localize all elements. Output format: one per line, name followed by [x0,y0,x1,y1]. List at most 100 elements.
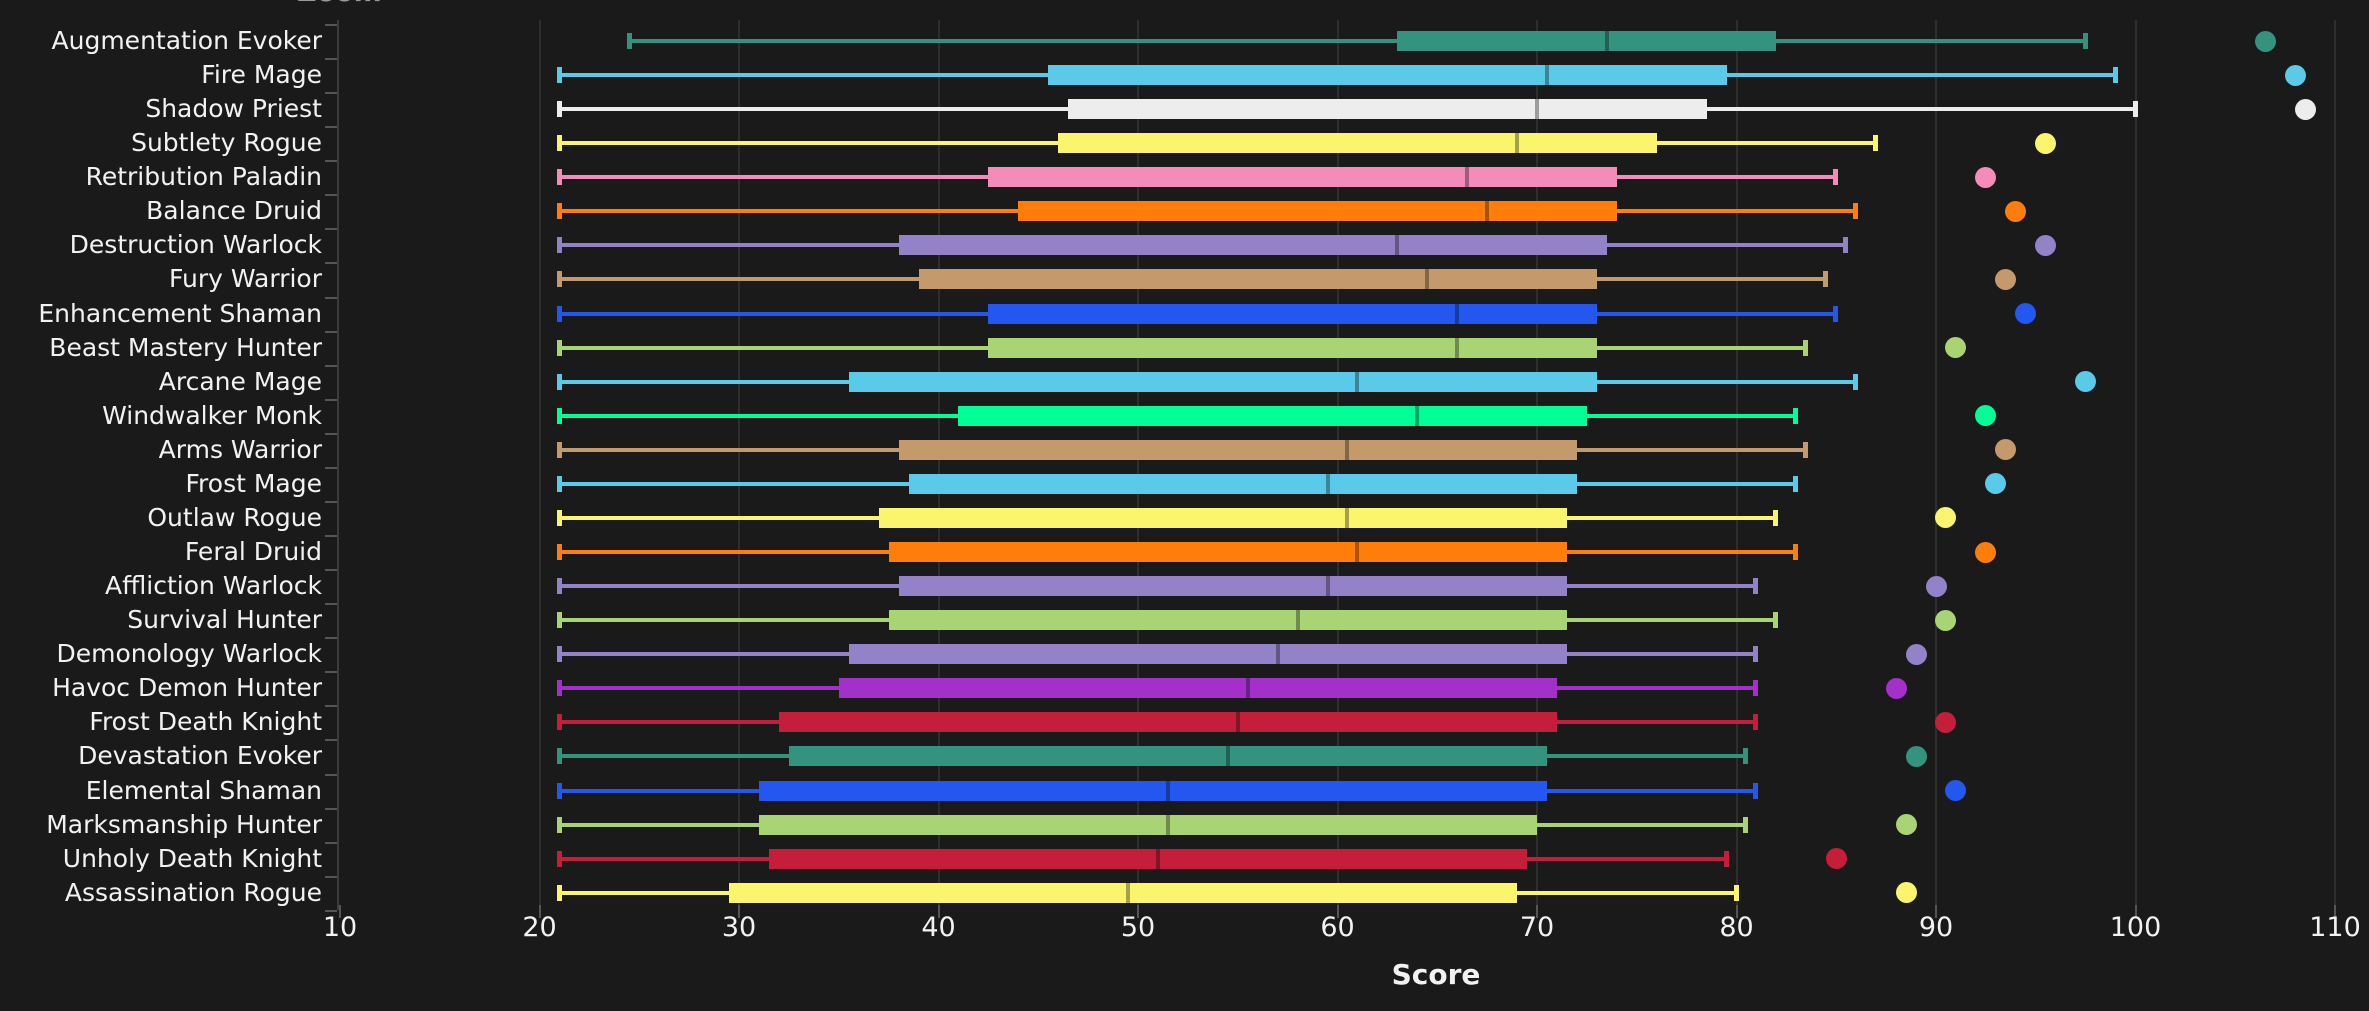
whisker-cap-low [557,339,563,356]
outlier-dot [1995,439,2017,461]
whisker-cap-high [1753,714,1759,731]
box [888,542,1567,563]
whisker-cap-low [557,271,563,288]
outlier-dot [1995,268,2017,290]
box [988,167,1617,188]
x-tick-label: 60 [1320,912,1355,943]
median-line [1235,712,1240,733]
box [878,507,1567,528]
outlier-dot [1985,473,2007,495]
y-axis-tick [325,330,337,333]
outlier-dot [1975,541,1997,563]
whisker-cap-low [557,884,563,901]
x-tick [1336,905,1339,918]
median-line [1515,133,1520,154]
outlier-dot [2005,200,2027,222]
whisker-cap-low [557,509,563,526]
box [958,405,1587,426]
outlier-dot [1975,166,1997,188]
y-axis-tick [325,739,337,742]
y-axis-tick [325,841,337,844]
median-line [1425,269,1430,290]
box [898,576,1567,597]
x-tick [1735,905,1738,918]
whisker-cap-high [2132,101,2138,118]
y-axis-tick [325,909,337,912]
whisker-cap-high [1753,680,1759,697]
whisker-cap-high [1823,271,1829,288]
whisker-cap-high [1853,373,1859,390]
median-line [1455,303,1460,324]
category-label: Destruction Warlock [69,230,322,260]
outlier-dot [2035,132,2057,154]
whisker-cap-low [557,748,563,765]
box [768,848,1528,869]
box [729,882,1518,903]
x-gridline [538,20,541,905]
whisker-cap-low [557,782,563,799]
y-axis-tick [325,58,337,61]
whisker-cap-high [1793,407,1799,424]
median-line [1355,371,1360,392]
median-line [1155,848,1160,869]
y-axis-tick [325,126,337,129]
y-axis-tick [325,194,337,197]
whisker-cap-high [1753,782,1759,799]
partial-title-text: Zoom [297,0,387,7]
whisker-cap-high [1773,509,1779,526]
median-line [1225,746,1230,767]
median-line [1245,678,1250,699]
x-tick-label: 90 [1918,912,1954,943]
x-tick-label: 20 [522,912,557,943]
outlier-dot [1945,337,1967,359]
y-axis-tick [325,24,337,26]
whisker-cap-low [557,646,563,663]
x-gridline [1336,20,1339,905]
x-tick [1137,905,1139,918]
median-line [1415,405,1420,426]
median-line [1535,99,1539,120]
whisker-cap-low [557,373,563,390]
x-tick-label: 30 [721,912,757,943]
y-axis-tick [325,364,337,367]
median-line [1345,439,1350,460]
whisker-cap-high [1833,169,1839,186]
x-tick-label: 10 [322,912,358,943]
category-label: Affliction Warlock [105,571,322,601]
x-tick [339,905,341,918]
x-gridline [2334,20,2336,905]
y-axis-tick [325,160,337,163]
box [988,337,1597,358]
outlier-dot [2294,98,2316,120]
whisker-cap-high [1793,475,1799,492]
box [898,439,1577,460]
category-label: Devastation Evoker [78,741,322,771]
y-axis-tick [325,262,337,265]
whisker-cap-low [557,305,563,322]
category-label: Outlaw Rogue [147,502,322,532]
whisker-cap-low [627,33,633,49]
whisker-cap-low [557,67,563,84]
whisker-cap-high [1733,884,1739,901]
partial-title: Zoom [297,0,387,7]
whisker-cap-low [557,203,563,220]
x-tick-label: 50 [1120,912,1156,943]
whisker-cap-low [557,612,563,629]
category-label: Elemental Shaman [85,775,322,805]
x-tick [538,905,541,918]
whisker-cap-low [557,101,563,118]
median-line [1604,31,1609,51]
whisker-cap-high [1723,850,1729,867]
x-gridline [937,20,940,905]
box [908,473,1577,494]
box [788,746,1547,767]
x-tick [1935,905,1937,918]
y-axis-labels: Augmentation Evoker Fire Mage Shadow Pries… [0,0,330,1011]
whisker-cap-high [1843,237,1849,254]
outlier-dot [2075,371,2097,393]
y-axis-tick [325,875,337,878]
outlier-dot [2254,30,2276,52]
box [758,814,1537,835]
whisker-cap-high [2112,67,2118,84]
